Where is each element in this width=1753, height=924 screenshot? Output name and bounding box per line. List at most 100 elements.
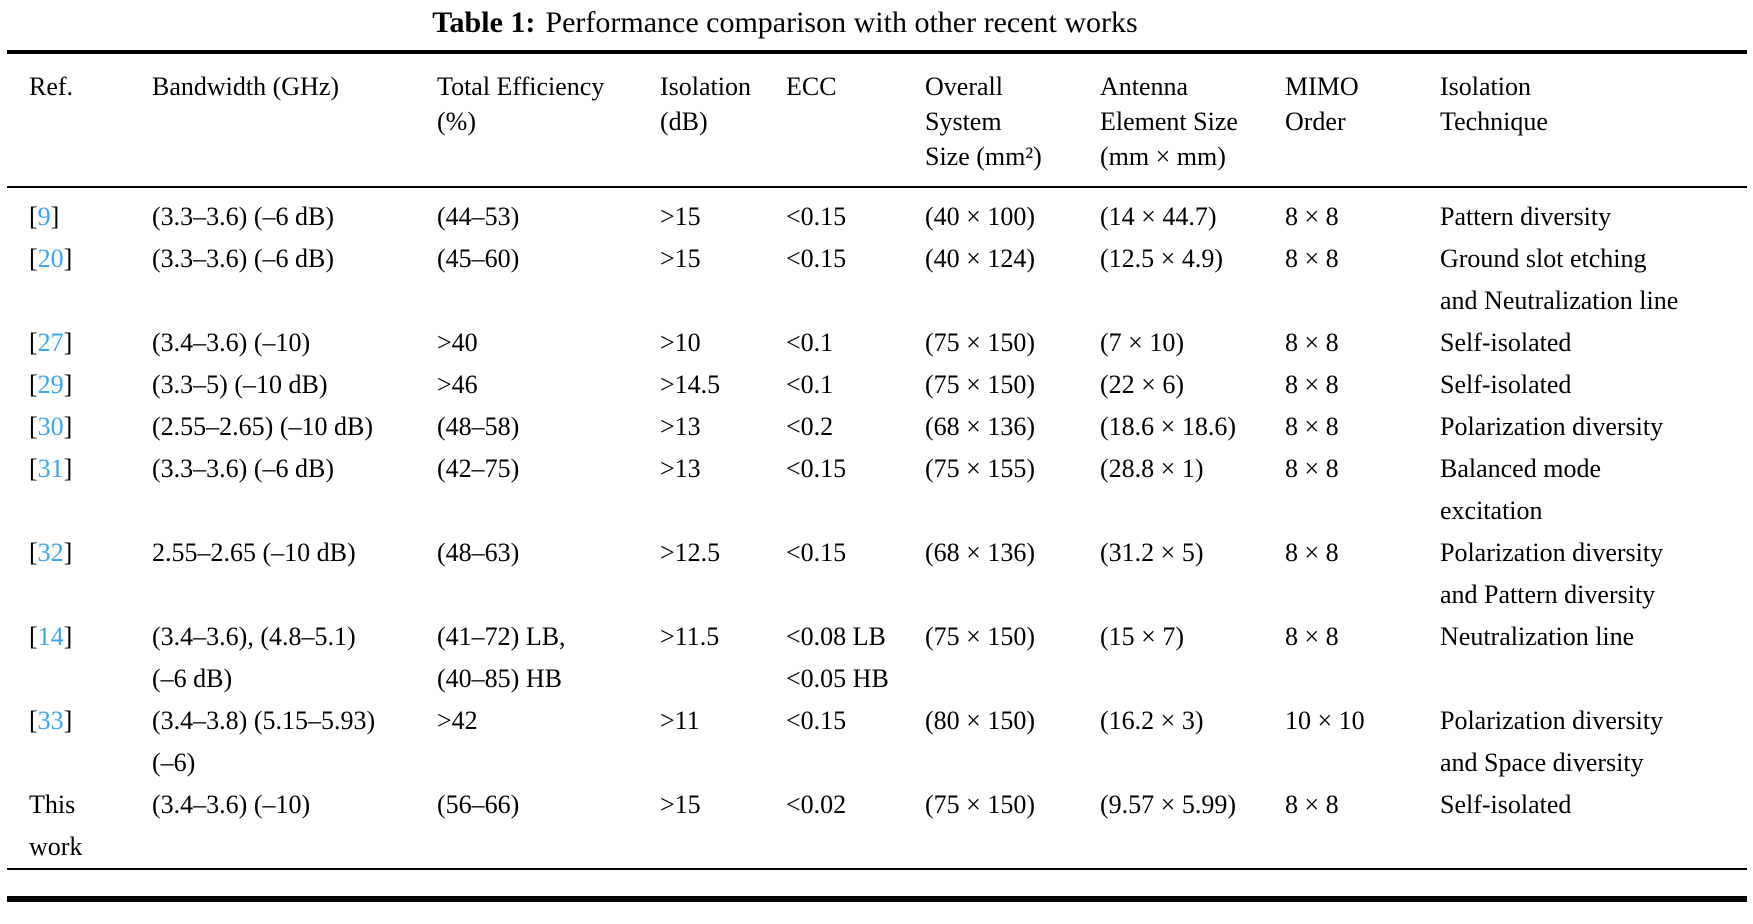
ref-cell: [14] [29, 622, 73, 651]
data-cell: (48–63) [437, 538, 520, 567]
ref-cell: [27] [29, 328, 73, 357]
data-cell: (3.4–3.8) (5.15–5.93) (–6) [152, 706, 376, 777]
table-caption: Table 1: Performance comparison with othe… [0, 0, 1570, 50]
data-cell: >11.5 [660, 622, 720, 651]
header-cell: Isolation Technique [1440, 52, 1747, 188]
table-row: [32] 2.55–2.65 (–10 dB) (48–63) >12.5 <0.15 (… [7, 532, 1747, 616]
data-cell: <0.15 [786, 454, 847, 483]
header-cell: Overall System Size (mm²) [925, 52, 1100, 188]
citation-link[interactable]: 30 [37, 412, 64, 441]
data-cell: (40 × 100) [925, 202, 1035, 231]
data-cell: 2.55–2.65 (–10 dB) [152, 538, 356, 567]
data-cell: (31.2 × 5) [1100, 538, 1204, 567]
data-cell: (28.8 × 1) [1100, 454, 1204, 483]
data-cell: 8 × 8 [1285, 412, 1339, 441]
table-caption-text: Performance comparison with other recent… [545, 6, 1138, 39]
data-cell: >15 [660, 244, 701, 273]
ref-cell: [20] [29, 244, 73, 273]
data-cell: 10 × 10 [1285, 706, 1365, 735]
data-cell: 8 × 8 [1285, 622, 1339, 651]
table-row: [27] (3.4–3.6) (–10) >40 >10 <0.1 (75 × 150) (… [7, 322, 1747, 364]
data-cell: (68 × 136) [925, 412, 1035, 441]
citation-link[interactable]: 9 [37, 202, 51, 231]
header-cell: Bandwidth (GHz) [152, 52, 437, 188]
data-cell: >11 [660, 706, 700, 735]
ref-cell: [31] [29, 454, 73, 483]
data-cell: (7 × 10) [1100, 328, 1184, 357]
data-cell: >15 [660, 790, 701, 819]
data-cell: >12.5 [660, 538, 721, 567]
data-cell: Pattern diversity [1440, 202, 1612, 231]
data-cell: <0.15 [786, 538, 847, 567]
table-row: [29] (3.3–5) (–10 dB) >46 >14.5 <0.1 (75 × 15… [7, 364, 1747, 406]
table-row: [31] (3.3–3.6) (–6 dB) (42–75) >13 <0.15 (75 … [7, 448, 1747, 532]
data-cell: 8 × 8 [1285, 328, 1339, 357]
ref-cell: [30] [29, 412, 73, 441]
citation-link[interactable]: 31 [37, 454, 64, 483]
data-cell: (9.57 × 5.99) [1100, 790, 1236, 819]
ref-cell: [9] [29, 202, 60, 231]
header-row: Ref. Bandwidth (GHz) Total Efficiency (%) I… [7, 52, 1747, 188]
data-cell: (41–72) LB, (40–85) HB [437, 622, 566, 693]
bottom-rule [7, 896, 1747, 902]
citation-link[interactable]: 27 [37, 328, 64, 357]
data-cell: (3.4–3.6), (4.8–5.1) (–6 dB) [152, 622, 356, 693]
table-row: [14] (3.4–3.6), (4.8–5.1) (–6 dB) (41–72) … [7, 616, 1747, 700]
data-cell: (80 × 150) [925, 706, 1035, 735]
data-cell: (3.4–3.6) (–10) [152, 790, 311, 819]
data-cell: <0.15 [786, 706, 847, 735]
header-cell: ECC [786, 52, 925, 188]
ref-cell: [33] [29, 706, 73, 735]
data-cell: Self-isolated [1440, 370, 1572, 399]
data-cell: Polarization diversity and Pattern diver… [1440, 538, 1664, 609]
ref-cell: This work [29, 790, 83, 861]
citation-link[interactable]: 32 [37, 538, 64, 567]
data-cell: >40 [437, 328, 478, 357]
data-cell: (18.6 × 18.6) [1100, 412, 1236, 441]
data-cell: (3.3–3.6) (–6 dB) [152, 244, 334, 273]
header-cell: Total Efficiency (%) [437, 52, 660, 188]
data-cell: Balanced mode excitation [1440, 454, 1601, 525]
header-cell: MIMO Order [1285, 52, 1440, 188]
data-cell: (3.4–3.6) (–10) [152, 328, 311, 357]
header-cell: Antenna Element Size (mm × mm) [1100, 52, 1285, 188]
header-cell: Ref. [7, 52, 152, 188]
data-cell: (75 × 150) [925, 790, 1035, 819]
data-cell: (45–60) [437, 244, 520, 273]
data-cell: (48–58) [437, 412, 520, 441]
data-cell: 8 × 8 [1285, 244, 1339, 273]
data-cell: 8 × 8 [1285, 202, 1339, 231]
data-cell: (14 × 44.7) [1100, 202, 1217, 231]
data-cell: Neutralization line [1440, 622, 1635, 651]
header-cell: Isolation (dB) [660, 52, 786, 188]
data-cell: 8 × 8 [1285, 454, 1339, 483]
data-cell: (12.5 × 4.9) [1100, 244, 1223, 273]
data-cell: <0.1 [786, 370, 834, 399]
data-cell: >15 [660, 202, 701, 231]
data-cell: (3.3–3.6) (–6 dB) [152, 202, 334, 231]
table-header: Ref. Bandwidth (GHz) Total Efficiency (%) I… [7, 52, 1747, 188]
citation-link[interactable]: 20 [37, 244, 64, 273]
citation-link[interactable]: 29 [37, 370, 64, 399]
citation-link[interactable]: 14 [37, 622, 64, 651]
data-cell: >10 [660, 328, 701, 357]
comparison-table: Ref. Bandwidth (GHz) Total Efficiency (%) I… [7, 50, 1747, 870]
data-cell: <0.08 LB <0.05 HB [786, 622, 889, 693]
data-cell: <0.02 [786, 790, 847, 819]
data-cell: (16.2 × 3) [1100, 706, 1204, 735]
data-cell: (44–53) [437, 202, 520, 231]
table-row: [30] (2.55–2.65) (–10 dB) (48–58) >13 <0.2 (6… [7, 406, 1747, 448]
data-cell: <0.1 [786, 328, 834, 357]
data-cell: Ground slot etching and Neutralization l… [1440, 244, 1679, 315]
data-cell: (2.55–2.65) (–10 dB) [152, 412, 373, 441]
table-row: [20] (3.3–3.6) (–6 dB) (45–60) >15 <0.15 (40 … [7, 238, 1747, 322]
data-cell: 8 × 8 [1285, 538, 1339, 567]
data-cell: <0.15 [786, 244, 847, 273]
citation-link[interactable]: 33 [37, 706, 64, 735]
data-cell: 8 × 8 [1285, 790, 1339, 819]
ref-cell: [32] [29, 538, 73, 567]
table-row: [33] (3.4–3.8) (5.15–5.93) (–6) >42 >11 <0.1… [7, 700, 1747, 784]
ref-cell: [29] [29, 370, 73, 399]
data-cell: >42 [437, 706, 478, 735]
data-cell: (42–75) [437, 454, 520, 483]
